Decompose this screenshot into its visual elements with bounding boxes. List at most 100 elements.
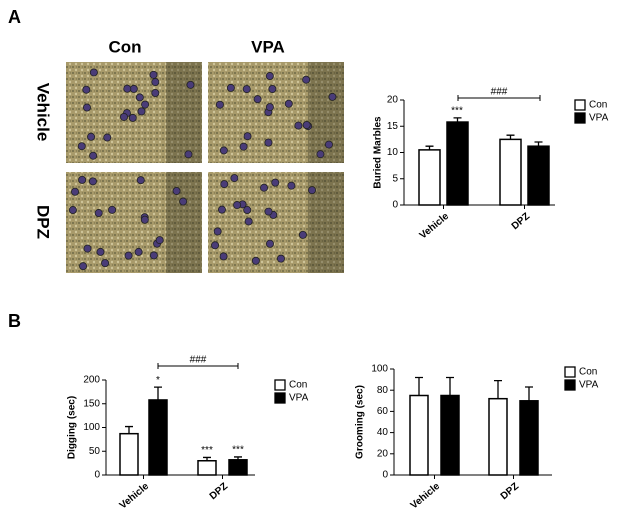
marble: [265, 103, 274, 112]
marble: [151, 88, 160, 97]
marble: [140, 215, 149, 224]
bar: [119, 432, 139, 476]
photo-column-label: Con: [108, 37, 141, 56]
photo-row-label: Vehicle: [34, 83, 53, 142]
photo-shade: [166, 172, 202, 273]
marble: [82, 103, 91, 112]
marble: [108, 205, 117, 214]
marble: [260, 183, 269, 192]
legend-swatch: [574, 112, 586, 124]
y-tick-label: 0: [94, 470, 100, 481]
bar: [148, 399, 168, 476]
y-tick-label: 10: [387, 147, 399, 158]
y-tick-label: 20: [377, 448, 389, 459]
marble: [82, 85, 91, 94]
significance-label: *: [156, 375, 160, 386]
marble: [88, 177, 97, 186]
marble: [71, 187, 80, 196]
y-tick-label: 0: [392, 200, 398, 211]
bar: [527, 145, 550, 206]
significance-label: ***: [232, 445, 244, 456]
marble: [128, 113, 137, 122]
x-tick-label: DPZ: [208, 481, 230, 502]
marble: [103, 133, 112, 142]
error-bar: [506, 134, 515, 140]
marble: [294, 121, 303, 130]
marble: [137, 107, 146, 116]
marble: [226, 83, 235, 92]
marble: [251, 256, 260, 265]
marble: [141, 100, 150, 109]
bar: [228, 459, 248, 476]
y-axis-label: Digging (sec): [67, 396, 78, 459]
bar: [519, 400, 539, 476]
legend-label: Con: [589, 100, 607, 111]
legend-swatch: [274, 392, 286, 404]
bar: [418, 149, 441, 206]
marble: [136, 176, 145, 185]
error-bar: [534, 141, 543, 147]
marble: [268, 85, 277, 94]
y-tick-label: 40: [377, 427, 389, 438]
error-bar: [494, 380, 502, 399]
marble: [96, 247, 105, 256]
y-tick-label: 15: [387, 121, 399, 132]
error-bar: [446, 376, 454, 396]
error-bar: [154, 386, 162, 400]
photo-column-label: VPA: [251, 37, 285, 56]
marble: [77, 142, 86, 151]
marble: [308, 186, 317, 195]
marble: [149, 70, 158, 79]
y-tick-label: 60: [377, 406, 389, 417]
x-tick-label: Vehicle: [118, 481, 152, 512]
marble: [83, 244, 92, 253]
legend-swatch: [574, 99, 586, 111]
legend-label: VPA: [579, 380, 599, 391]
marble: [129, 84, 138, 93]
marble: [242, 85, 251, 94]
bar: [488, 397, 508, 476]
marble: [119, 112, 128, 121]
marble: [265, 72, 274, 81]
photo-shade: [166, 62, 202, 163]
marble: [220, 180, 229, 189]
photo: [208, 172, 344, 273]
marble: [287, 181, 296, 190]
error-bar: [203, 456, 211, 461]
marble: [155, 236, 164, 245]
marble: [217, 205, 226, 214]
error-bar: [234, 456, 242, 460]
significance-label: ***: [451, 105, 463, 116]
y-tick-label: 0: [382, 470, 388, 481]
photo-grid: [66, 62, 344, 273]
marble: [243, 132, 252, 141]
marble: [271, 178, 280, 187]
marble: [264, 138, 273, 147]
marble: [302, 75, 311, 84]
error-bar: [425, 145, 434, 150]
marble: [78, 175, 87, 184]
legend-swatch: [564, 366, 576, 378]
y-tick-label: 80: [377, 385, 389, 396]
y-tick-label: 100: [371, 364, 388, 375]
x-tick-label: DPZ: [510, 211, 532, 232]
marble: [265, 239, 274, 248]
marble: [68, 206, 77, 215]
panel-label: B: [8, 311, 21, 331]
bracket: [457, 95, 541, 101]
marble: [172, 186, 181, 195]
legend-label: VPA: [589, 113, 609, 124]
significance-label: ***: [201, 445, 213, 456]
marble: [79, 262, 88, 271]
bar: [197, 460, 217, 476]
marble: [276, 254, 285, 263]
marble: [87, 132, 96, 141]
x-tick-label: DPZ: [499, 481, 521, 502]
error-bar: [125, 425, 133, 434]
significance-label: ###: [491, 87, 508, 98]
marble: [316, 150, 325, 159]
photo: [208, 62, 344, 163]
y-tick-label: 200: [83, 375, 100, 386]
marble: [215, 100, 224, 109]
